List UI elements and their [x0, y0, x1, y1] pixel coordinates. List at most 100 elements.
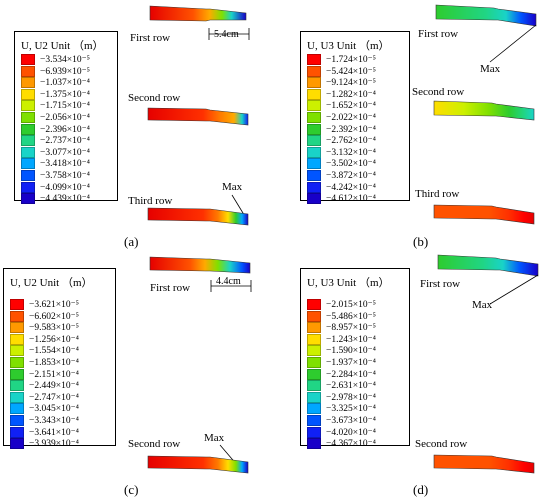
legend-swatch: [307, 438, 321, 450]
legend-value: −2.737×10⁻⁴: [40, 136, 90, 147]
legend-swatch: [307, 345, 321, 357]
legend-entry: −6.939×10⁻⁵: [21, 65, 90, 77]
legend-value: −2.747×10⁻⁴: [29, 392, 79, 403]
legend-title: U, U3 Unit （m）: [307, 40, 390, 52]
legend-swatch: [10, 438, 24, 450]
row-label-first: First row: [130, 32, 171, 44]
legend-entry: −1.282×10⁻⁴: [307, 88, 376, 100]
dimension-arrow: [208, 28, 250, 40]
legend-value: −2.392×10⁻⁴: [326, 124, 376, 135]
legend-swatch: [307, 54, 321, 65]
legend-swatch: [307, 158, 321, 170]
legend-value: −2.151×10⁻⁴: [29, 369, 79, 380]
legend-swatch: [10, 299, 24, 310]
beam-first-row: [149, 5, 247, 22]
legend-value: −3.045×10⁻⁴: [29, 404, 79, 415]
legend-swatch: [307, 100, 321, 112]
legend-swatch: [307, 65, 321, 77]
beam-second-row: [147, 455, 249, 474]
beam-second-row: [433, 454, 535, 474]
legend-entry: −3.534×10⁻⁵: [21, 54, 90, 65]
panel-label-c: (c): [124, 482, 139, 497]
legend-swatch: [307, 193, 321, 205]
legend-entry: −2.449×10⁻⁴: [10, 380, 79, 392]
legend-value: −3.939×10⁻⁴: [29, 439, 79, 450]
legend-swatch: [10, 426, 24, 438]
legend-swatch: [307, 368, 321, 380]
legend-swatch: [307, 322, 321, 334]
legend-entry: −3.325×10⁻⁴: [307, 403, 376, 415]
legend-entry: −1.590×10⁻⁴: [307, 345, 376, 357]
legend-value: −1.853×10⁻⁴: [29, 358, 79, 368]
row-label-third: Third row: [128, 195, 173, 207]
legend-value: −9.124×10⁻⁵: [326, 78, 376, 89]
legend-entry: −2.747×10⁻⁴: [10, 391, 79, 403]
row-label-first: First row: [150, 282, 191, 294]
legend-value: −2.631×10⁻⁴: [326, 381, 376, 392]
beam-second-row: [147, 107, 249, 126]
legend-value: −2.056×10⁻⁴: [40, 113, 90, 123]
legend-swatch: [10, 380, 24, 392]
row-label-second: Second row: [128, 92, 181, 104]
legend-value: −3.077×10⁻⁴: [40, 147, 90, 158]
beam-third-row: [147, 207, 249, 226]
max-label: Max: [472, 299, 493, 311]
legend-swatch: [10, 322, 24, 334]
legend-swatch: [307, 135, 321, 147]
legend-entry: −3.872×10⁻⁴: [307, 170, 376, 181]
legend-value: −3.641×10⁻⁴: [29, 427, 79, 438]
legend-value: −3.325×10⁻⁴: [326, 404, 376, 415]
legend-entry: −1.375×10⁻⁴: [21, 88, 90, 100]
legend-entry: −3.418×10⁻⁴: [21, 158, 90, 170]
legend-value: −8.957×10⁻⁵: [326, 323, 376, 334]
legend-swatch: [307, 77, 321, 89]
legend-value: −4.439×10⁻⁴: [40, 194, 90, 205]
legend-entry: −4.612×10⁻⁴: [307, 193, 376, 205]
legend-swatch: [10, 310, 24, 322]
legend-value: −5.424×10⁻⁵: [326, 66, 376, 77]
legend-value: −1.375×10⁻⁴: [40, 89, 90, 100]
legend-value: −1.256×10⁻⁴: [29, 334, 79, 345]
legend-entry: −5.424×10⁻⁵: [307, 65, 376, 77]
legend-swatch: [21, 158, 35, 170]
legend-value: −2.015×10⁻⁵: [326, 300, 376, 310]
legend-swatch: [307, 380, 321, 392]
legend-swatch: [307, 310, 321, 322]
panel-label-a: (a): [124, 234, 139, 249]
legend-entry: −8.957×10⁻⁵: [307, 322, 376, 334]
legend-entry: −4.242×10⁻⁴: [307, 181, 376, 193]
legend-entry: −3.343×10⁻⁴: [10, 415, 79, 426]
legend-value: −3.621×10⁻⁵: [29, 300, 79, 310]
legend-entry: −1.652×10⁻⁴: [307, 100, 376, 112]
legend-value: −3.534×10⁻⁵: [40, 55, 90, 65]
legend-swatch: [307, 299, 321, 310]
legend-swatch: [307, 415, 321, 426]
legend-entry: −1.724×10⁻⁵: [307, 54, 376, 65]
legend-entry: −1.243×10⁻⁴: [307, 333, 376, 345]
legend-value: −4.367×10⁻⁴: [326, 439, 376, 450]
legend-swatch: [21, 77, 35, 89]
legend-value: −4.020×10⁻⁴: [326, 427, 376, 438]
legend-swatch: [21, 146, 35, 158]
legend-entry: −4.099×10⁻⁴: [21, 181, 90, 193]
row-label-second: Second row: [415, 438, 468, 450]
legend-swatch: [307, 426, 321, 438]
beam-first-row: [437, 254, 539, 277]
legend-swatch: [307, 146, 321, 158]
dimension-label: 5.4cm: [214, 29, 239, 40]
beam-second-row: [433, 100, 535, 121]
legend-entry: −2.978×10⁻⁴: [307, 391, 376, 403]
legend-swatch: [10, 345, 24, 357]
dimension-label: 4.4cm: [216, 276, 241, 287]
legend-value: −1.724×10⁻⁵: [326, 55, 376, 65]
legend-value: −1.715×10⁻⁴: [40, 101, 90, 112]
legend-entry: −2.056×10⁻⁴: [21, 112, 90, 123]
legend-value: −2.978×10⁻⁴: [326, 392, 376, 403]
legend-entry: −2.762×10⁻⁴: [307, 135, 376, 147]
legend-swatch: [10, 357, 24, 368]
legend-swatch: [307, 391, 321, 403]
legend-value: −3.343×10⁻⁴: [29, 416, 79, 426]
legend-entry: −2.396×10⁻⁴: [21, 123, 90, 135]
legend-d: U, U3 Unit （m） −2.015×10⁻⁵ −5.486×10⁻⁵ −8.…: [300, 268, 410, 450]
legend-entry: −3.077×10⁻⁴: [21, 146, 90, 158]
